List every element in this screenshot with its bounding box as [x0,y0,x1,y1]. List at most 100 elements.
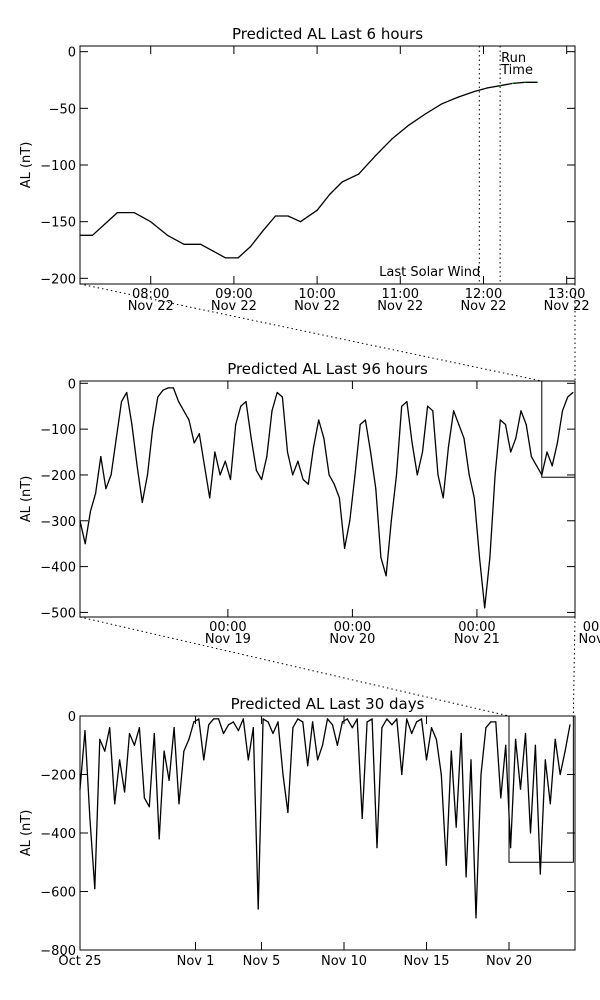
data-point [344,547,346,549]
data-point [317,759,319,761]
data-point [510,451,512,453]
data-point [416,721,418,723]
data-point [299,221,302,223]
data-point [370,451,372,453]
data-point [406,718,408,720]
x-tick-label-date: Nov 19 [205,632,251,647]
y-axis-label: AL (nT) [19,810,34,857]
x-tick-label: Nov 15 [403,954,449,969]
x-tick-label-date: Nov 20 [329,632,375,647]
data-point [84,543,86,545]
data-point [162,389,164,391]
data-point [374,155,376,157]
data-point [178,401,180,403]
chart-title: Predicted AL Last 6 hours [232,25,423,43]
data-point [505,744,507,746]
last-solar-wind-label: Last Solar Wind [379,265,480,280]
y-tick-label: −400 [40,827,76,842]
data-point [124,791,126,793]
data-point [152,428,154,430]
data-point [133,212,135,214]
data-point [544,759,546,761]
data-point [380,556,382,559]
data-point [172,387,174,389]
data-point [240,405,242,407]
data-point [138,727,140,729]
data-point [463,437,465,439]
data-point [336,744,338,746]
data-point [276,391,278,394]
chart-title: Predicted AL Last 96 hours [227,360,428,378]
data-point [338,497,340,499]
data-point [375,488,377,490]
data-point [385,575,387,577]
data-point [271,410,273,412]
data-point [480,773,482,776]
data-point [395,474,398,476]
data-point [146,474,149,476]
data-point [267,721,269,723]
data-point [359,423,361,426]
x-tick-label-time: 00:00 [583,620,600,635]
data-point [455,826,457,828]
data-point [104,223,106,225]
data-point [250,437,252,439]
data-point [460,732,462,735]
data-point [408,124,410,126]
data-point [316,209,318,211]
chart-panel-2: Predicted AL Last 96 hours AL (nT) 0 −100 −2… [19,360,600,647]
data-point [209,497,211,499]
x-tick-label: Nov 20 [486,954,532,969]
data-point [252,727,254,729]
run-time-label: Time [500,63,533,78]
data-point [312,721,314,723]
x-tick-label: Oct 25 [58,954,101,969]
data-point [148,806,150,808]
data-point [475,917,477,919]
x-tick-label: Nov 1 [177,954,215,969]
data-point [457,96,460,98]
data-point [341,181,343,183]
data-point [281,396,283,398]
y-tick-label: −100 [40,159,76,174]
data-point [232,721,234,723]
data-point [262,718,264,720]
data-point [105,488,107,490]
data-point [390,520,392,522]
plot-frame [79,45,576,285]
x-tick-label-date: Nov 22 [377,299,423,314]
data-point [529,832,532,834]
y-tick-label: −50 [49,102,76,117]
data-point [173,727,175,729]
data-point [450,750,452,752]
data-point [95,492,97,494]
data-point [193,442,195,444]
x-tick-label-time: 11:00 [382,287,419,302]
data-point [504,423,507,426]
data-point [391,724,393,726]
data-point [485,727,487,729]
data-point [445,864,447,866]
data-series-line [499,81,538,87]
data-point [91,234,94,236]
data-point [364,419,366,421]
data-point [411,442,413,444]
data-point [224,460,226,462]
y-tick-label: −800 [40,944,76,959]
x-tick-label-time: 12:00 [465,287,502,302]
data-point [287,215,289,217]
data-point [421,451,424,453]
data-point [212,250,214,252]
data-point [381,727,383,729]
data-point [391,138,393,140]
data-point [468,474,470,476]
data-point [515,738,517,741]
data-point [447,446,449,448]
data-point [474,90,476,92]
chart-panel-3: Predicted AL Last 30 days AL (nT) 0 −200 −40… [19,695,576,969]
data-point [143,797,145,799]
data-point [302,478,304,481]
data-point [326,718,329,720]
data-point [401,405,403,407]
data-point [104,750,106,752]
